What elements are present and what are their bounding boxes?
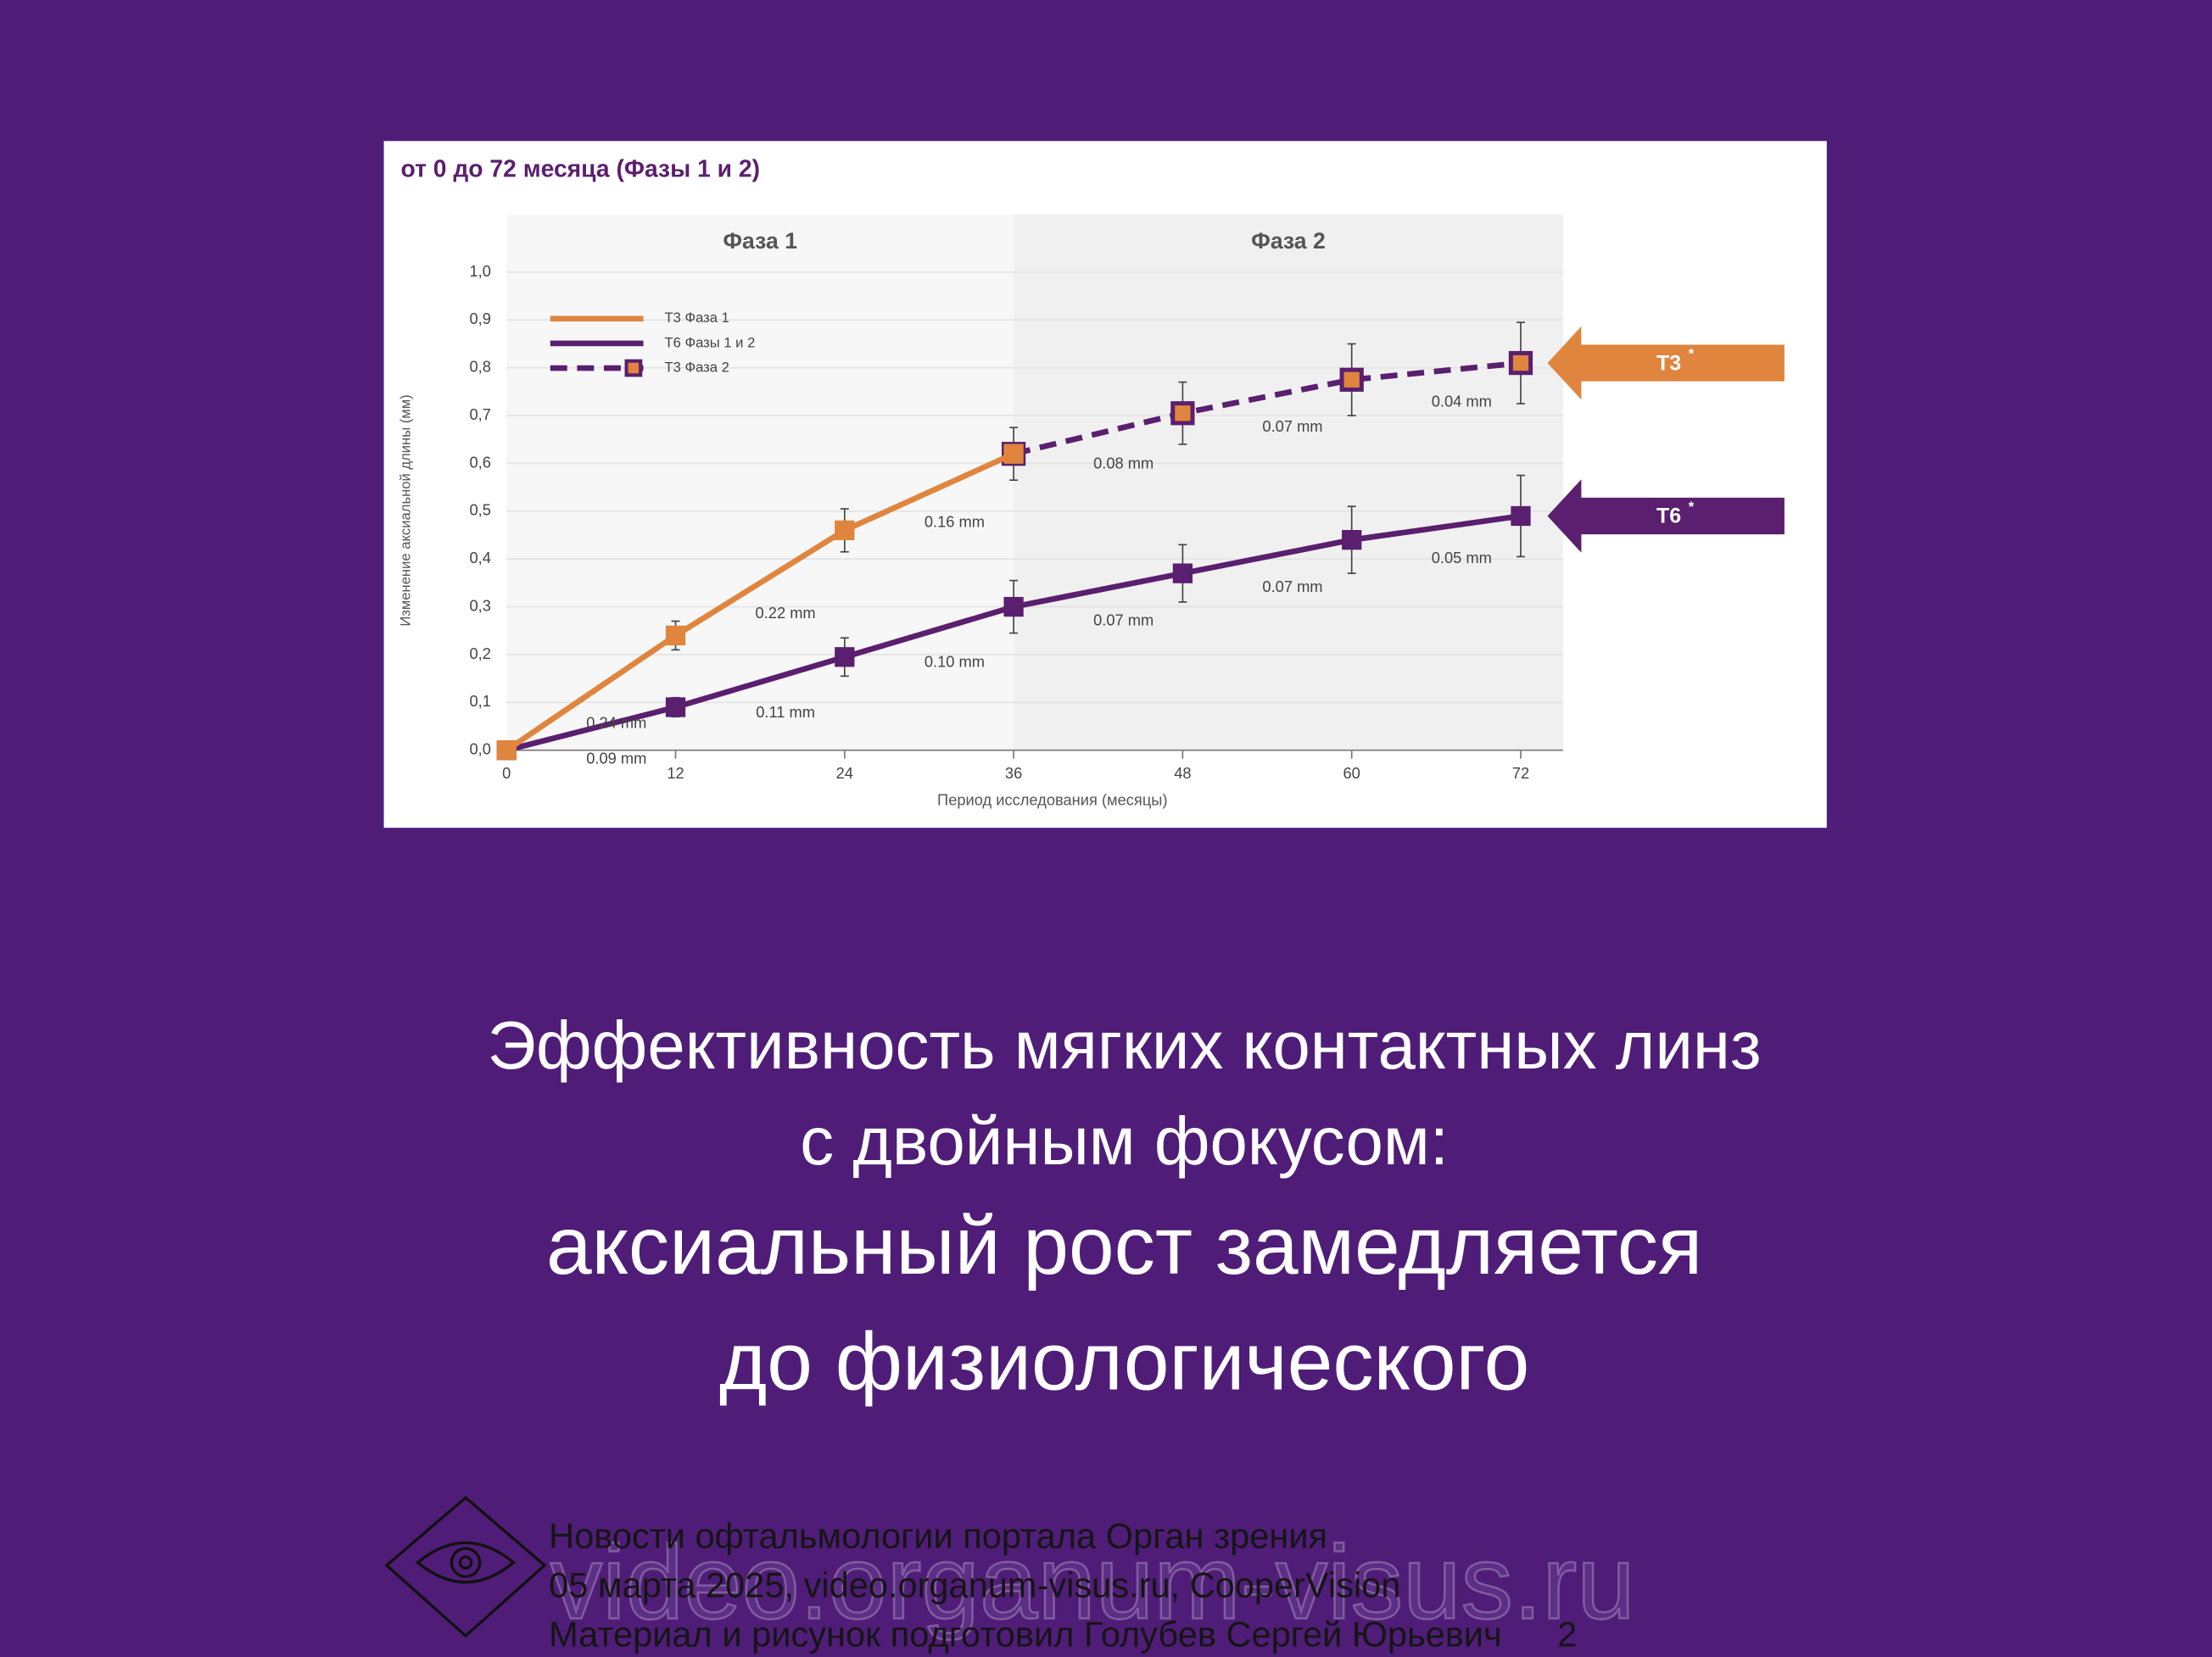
y-tick-label: 0,5 <box>470 501 491 519</box>
x-axis-label: Период исследования (месяцы) <box>937 790 1167 808</box>
increment-label: 0.04 mm <box>1432 392 1492 410</box>
marker <box>1511 505 1531 527</box>
marker <box>665 625 686 646</box>
marker <box>1003 596 1024 617</box>
increment-label: 0.08 mm <box>1093 455 1153 472</box>
legend-label: Т3 Фаза 1 <box>664 310 729 326</box>
end-mark: * <box>1689 345 1695 361</box>
y-tick-label: 0,9 <box>470 310 491 327</box>
x-tick-label: 72 <box>1512 764 1529 782</box>
phase-label: Фаза 2 <box>1251 228 1326 254</box>
footer-line: 05 марта 2025, video.organum-visus.ru, C… <box>549 1565 1400 1604</box>
x-tick-label: 36 <box>1005 764 1022 782</box>
x-tick-label: 12 <box>667 764 684 782</box>
series-line <box>505 451 1015 753</box>
y-tick-label: 0,1 <box>470 692 491 710</box>
increment-label: 0.24 mm <box>586 713 646 731</box>
marker <box>1339 367 1364 392</box>
logo <box>384 1495 547 1638</box>
series-line <box>1013 360 1522 457</box>
increment-label: 0.22 mm <box>756 604 816 622</box>
x-tick-label: 48 <box>1174 764 1191 782</box>
marker <box>1342 530 1362 550</box>
end-arrow <box>1547 326 1785 400</box>
y-tick-label: 0,4 <box>470 549 491 566</box>
end-mark: * <box>1689 499 1695 515</box>
y-tick-label: 0,6 <box>470 453 491 471</box>
marker <box>835 647 855 667</box>
legend-label: Т3 Фаза 2 <box>664 359 729 375</box>
x-tick-label: 0 <box>502 764 511 782</box>
marker <box>1003 444 1024 464</box>
footer-line: Новости офтальмологии портала Орган зрен… <box>549 1515 1327 1555</box>
increment-label: 0.16 mm <box>924 513 985 531</box>
marker <box>835 520 855 541</box>
increment-label: 0.05 mm <box>1432 549 1492 566</box>
increment-label: 0.09 mm <box>586 750 646 767</box>
phase-label: Фаза 1 <box>723 228 797 254</box>
increment-label: 0.07 mm <box>1262 417 1322 435</box>
end-label: Т6 <box>1656 505 1681 528</box>
phase-band <box>506 214 1014 750</box>
x-tick-label: 60 <box>1343 764 1360 782</box>
y-tick-label: 0,2 <box>470 644 491 662</box>
slide-heading: Эффективность мягких контактных линз <box>488 1007 1762 1083</box>
y-tick-label: 1,0 <box>470 262 491 280</box>
marker <box>496 740 517 761</box>
y-axis-label: Изменение аксиальной длины (мм) <box>398 394 414 626</box>
y-tick-label: 0,8 <box>470 358 491 376</box>
y-tick-label: 0,3 <box>470 596 491 614</box>
page-number: 2 <box>1557 1615 1577 1654</box>
watermark: video.organum-visus.ru <box>550 1525 1635 1641</box>
y-tick-label: 0,0 <box>470 740 491 758</box>
slide-heading: аксиальный рост замедляется <box>546 1201 1702 1292</box>
increment-label: 0.11 mm <box>756 703 815 721</box>
legend-marker <box>624 359 643 377</box>
increment-label: 0.07 mm <box>1093 611 1153 628</box>
end-label: Т3 <box>1656 351 1681 375</box>
footer-line: Материал и рисунок подготовил Голубев Се… <box>549 1615 1502 1654</box>
legend-label: Т6 Фазы 1 и 2 <box>664 334 755 350</box>
y-tick-label: 0,7 <box>470 405 491 423</box>
chart-title: от 0 до 72 месяца (Фазы 1 и 2) <box>401 155 761 182</box>
x-tick-label: 24 <box>836 764 853 782</box>
slide-heading: с двойным фокусом: <box>800 1103 1449 1179</box>
phase-band <box>1014 214 1563 750</box>
slide-heading: до физиологического <box>719 1317 1529 1408</box>
marker <box>1170 401 1195 426</box>
marker <box>665 697 686 717</box>
increment-label: 0.10 mm <box>924 653 985 671</box>
marker <box>1172 563 1193 583</box>
increment-label: 0.07 mm <box>1262 577 1322 595</box>
marker <box>1508 350 1533 376</box>
